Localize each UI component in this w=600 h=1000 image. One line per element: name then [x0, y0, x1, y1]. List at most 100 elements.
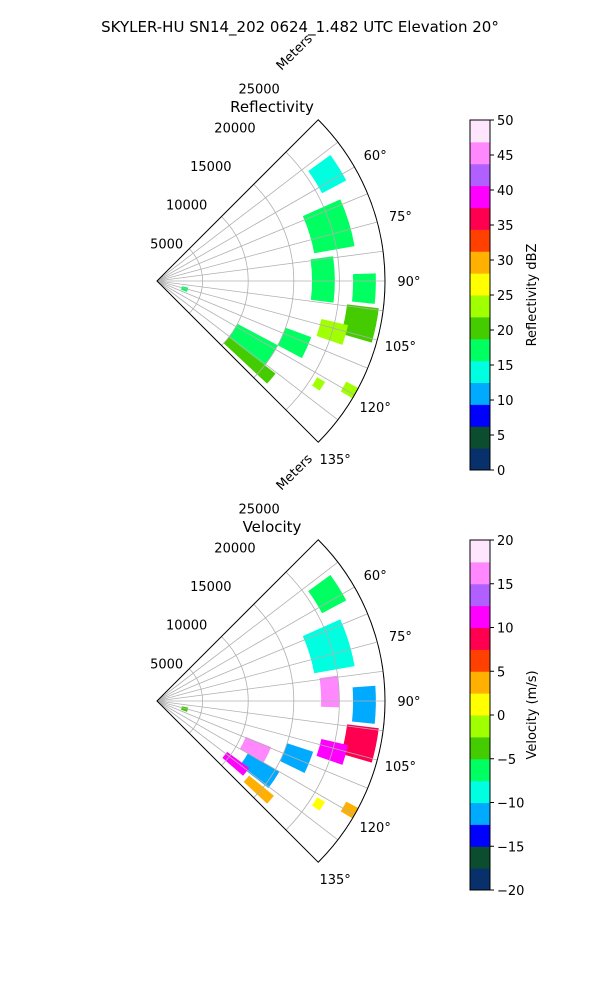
figure-suptitle: SKYLER-HU SN14_202 0624_1.482 UTC Elevat…: [101, 18, 499, 37]
azimuth-tick-label: 90°: [397, 275, 420, 290]
colorbar: 0 5 10 15 20 25 30 35 40 45 50 Reflectivity dBZ: [469, 114, 540, 479]
colorbar-tick-label: 0: [497, 464, 505, 479]
range-tick-label: 15000: [190, 580, 231, 595]
azimuth-spoke: [156, 280, 368, 369]
azimuth-tick-label: 105°: [385, 340, 416, 355]
colorbar-swatch: [470, 404, 490, 427]
colorbar-swatch: [470, 715, 490, 738]
colorbar-tick-label: 5: [497, 665, 505, 680]
colorbar-tick-label: 20: [497, 324, 514, 339]
sector-frame: [156, 119, 386, 443]
colorbar-swatch: [470, 868, 490, 891]
echo-cell: [222, 751, 250, 776]
colorbar-swatch: [470, 561, 490, 585]
range-axis-label: Meters: [274, 452, 316, 494]
colorbar-tick-label: 15: [497, 578, 514, 593]
range-axis-label: Meters: [274, 32, 316, 74]
echo-cell: [302, 619, 355, 674]
azimuth-tick-label: 135°: [319, 873, 350, 888]
azimuth-spoke: [156, 166, 355, 282]
range-tick-label: 5000: [150, 657, 183, 672]
azimuth-spoke: [156, 670, 384, 702]
colorbar-tick-label: 50: [497, 114, 514, 129]
azimuth-spoke: [156, 641, 378, 702]
azimuth-spoke: [156, 221, 378, 282]
echo-cell: [310, 256, 335, 303]
colorbar-swatch: [470, 448, 490, 471]
colorbar-swatch: [470, 824, 490, 847]
range-tick-label: 10000: [166, 199, 207, 214]
colorbar: −20 −15 −10 −5 0 5 10 15 20 Velocity (m/s): [469, 534, 540, 899]
azimuth-tick-label: 105°: [385, 760, 416, 775]
colorbar-swatch: [470, 627, 490, 650]
echo-cell: [341, 304, 379, 343]
azimuth-spoke: [156, 561, 339, 702]
range-tick-label: 5000: [150, 237, 183, 252]
echo-cell: [308, 155, 347, 194]
colorbar-swatch: [470, 802, 490, 825]
azimuth-spoke: [156, 280, 339, 421]
range-tick-label: 15000: [190, 160, 231, 175]
colorbar-swatch: [470, 693, 490, 716]
range-tick-label: 10000: [166, 619, 207, 634]
colorbar-swatch: [470, 382, 490, 405]
colorbar-swatch: [470, 229, 490, 252]
panel-title: Velocity: [243, 518, 302, 536]
echo-cell: [277, 327, 312, 359]
echo-cell: [340, 801, 359, 819]
colorbar-swatch: [470, 163, 490, 187]
echo-cell: [228, 323, 278, 366]
azimuth-spoke: [156, 700, 378, 761]
echo-cell: [311, 377, 326, 391]
echo-cell: [243, 775, 274, 804]
azimuth-spoke: [156, 280, 384, 312]
azimuth-spoke: [156, 700, 339, 841]
colorbar-label: Velocity (m/s): [525, 670, 540, 759]
colorbar-swatch: [470, 540, 490, 563]
panel-reflectivity: Reflectivity60°75°90°105°120°135°5000100…: [150, 32, 540, 479]
colorbar-swatch: [470, 273, 490, 296]
azimuth-spoke: [156, 700, 384, 732]
colorbar-tick-label: −20: [497, 884, 524, 899]
azimuth-spoke: [156, 193, 368, 282]
azimuth-tick-label: 75°: [389, 630, 412, 645]
colorbar-swatch: [470, 605, 490, 628]
colorbar-swatch: [470, 207, 490, 230]
echo-cell: [341, 724, 379, 763]
azimuth-spoke: [156, 280, 378, 341]
echo-cell: [352, 685, 376, 724]
echo-cell: [302, 199, 355, 254]
azimuth-spoke: [156, 250, 384, 282]
azimuth-spoke: [156, 700, 355, 816]
colorbar-tick-label: 45: [497, 149, 514, 164]
echo-cell: [223, 337, 276, 384]
colorbar-swatch: [470, 758, 490, 782]
azimuth-tick-label: 120°: [360, 821, 391, 836]
echo-cell: [311, 797, 326, 811]
colorbar-tick-label: 20: [497, 534, 514, 549]
azimuth-tick-label: 135°: [319, 453, 350, 468]
colorbar-tick-label: 25: [497, 289, 514, 304]
colorbar-tick-label: 40: [497, 184, 514, 199]
panel-title: Reflectivity: [230, 98, 314, 116]
colorbar-swatch: [470, 141, 490, 165]
azimuth-tick-label: 90°: [397, 695, 420, 710]
echo-cell: [308, 575, 347, 614]
colorbar-tick-label: −15: [497, 840, 524, 855]
azimuth-spoke: [156, 613, 368, 702]
colorbar-tick-label: 35: [497, 219, 514, 234]
azimuth-tick-label: 120°: [360, 401, 391, 416]
azimuth-tick-label: 60°: [364, 569, 387, 584]
colorbar-label: Reflectivity dBZ: [525, 244, 540, 347]
colorbar-swatch: [470, 295, 490, 318]
colorbar-tick-label: −10: [497, 797, 524, 812]
azimuth-spoke: [156, 700, 368, 789]
panel-velocity: Velocity 60° 75° 90° 105° 120° 135° 5000 10000 15…: [150, 452, 540, 899]
colorbar-swatch: [470, 649, 490, 672]
colorbar-tick-label: 15: [497, 359, 514, 374]
colorbar-tick-label: 10: [497, 394, 514, 409]
range-tick-label: 25000: [238, 503, 279, 518]
colorbar-swatch: [470, 736, 490, 760]
azimuth-tick-label: 60°: [364, 149, 387, 164]
